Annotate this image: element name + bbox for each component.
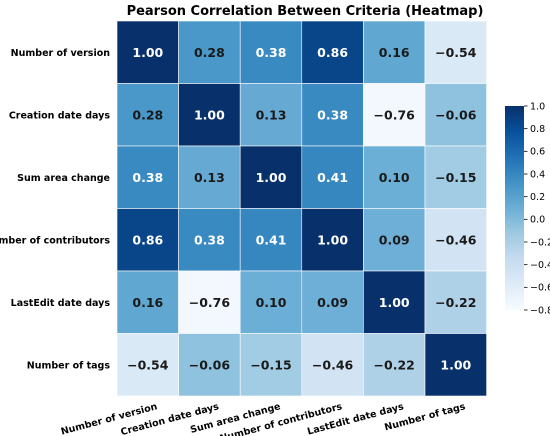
heatmap-cell [301,83,364,147]
cell-value-label: 1.00 [132,45,163,60]
heatmap-cell [239,208,303,272]
cell-value-label: −0.06 [189,357,231,372]
cell-value-label: 0.16 [379,45,410,60]
cell-value-label: 0.10 [379,170,410,185]
heatmap-cell [424,270,487,334]
cell-value-label: 0.38 [317,107,348,122]
heatmap-cell [301,270,364,334]
row-label: Creation date days [9,110,111,121]
cell-value-label: 1.00 [379,295,410,310]
colorbar-tick-label: 0.6 [530,147,545,158]
row-label: Number of tags [27,360,111,371]
cell-value-label: −0.54 [435,45,477,60]
row-labels: Number of version Creation date days Sum a… [0,48,110,372]
cell-value-label: 0.41 [317,170,348,185]
heatmap-cell [178,145,241,209]
heatmap-cell [363,208,426,272]
heatmap-cell [178,208,241,272]
cell-value-label: 0.86 [317,45,348,60]
heatmap-cell [424,20,487,84]
row-label: Sum area change [17,173,110,184]
cell-value-label: −0.76 [374,107,416,122]
colorbar-tick-label: 0.2 [530,192,545,203]
cell-value-label: −0.22 [374,357,415,372]
cell-value-label: −0.46 [435,232,477,247]
heatmap-cell [424,208,487,272]
heatmap-cell [424,145,487,209]
colorbar-gradient [505,106,524,310]
cell-value-label: 0.09 [379,232,410,247]
heatmap-cell [301,145,364,209]
chart-title: Pearson Correlation Between Criteria (He… [127,4,484,19]
heatmap-cell [301,208,364,272]
colorbar-tick-label: −0.4 [530,260,550,271]
heatmap-cell [301,333,364,397]
colorbar-tick-label: −0.2 [530,237,550,248]
heatmap-cell [239,145,303,209]
cell-value-label: 0.41 [256,232,287,247]
heatmap-cell [239,270,303,334]
heatmap-cells [116,20,487,397]
cell-value-label: −0.15 [250,357,291,372]
cell-value-label: 0.28 [194,45,225,60]
heatmap-cell [178,83,241,147]
cell-value-label: −0.54 [127,357,169,372]
heatmap-cell [116,270,179,334]
heatmap-cell [116,20,179,84]
colorbar-tick-label: −0.8 [530,305,550,316]
colorbar-tick-label: 1.0 [530,101,545,112]
cell-value-label: −0.46 [312,357,354,372]
heatmap-cell [239,20,303,84]
cell-value-label: −0.22 [435,295,476,310]
colorbar: 1.0 0.8 0.6 0.4 0.2 0.0 −0.2 −0.4 −0.6 −0.8 [505,101,550,316]
heatmap-cell [363,333,426,397]
cell-value-label: −0.76 [189,295,231,310]
heatmap-cell [178,20,241,84]
cell-value-label: 1.00 [194,107,225,122]
heatmap-cell [301,20,364,84]
cell-value-label: 1.00 [317,232,348,247]
cell-value-label: 0.13 [194,170,225,185]
row-label: LastEdit date days [11,298,111,309]
row-label: Number of contributors [0,235,110,246]
heatmap-cell [363,145,426,209]
heatmap-cell [424,333,487,397]
heatmap-cell [363,270,426,334]
colorbar-tick-label: −0.6 [530,283,550,294]
heatmap-cell [116,208,179,272]
heatmap-cell [363,20,426,84]
row-label: Number of version [11,48,111,59]
colorbar-tick-label: 0.0 [530,215,545,226]
cell-value-label: 1.00 [440,357,471,372]
cell-value-label: 1.00 [256,170,287,185]
cell-value-label: 0.10 [256,295,287,310]
heatmap-cell [116,145,179,209]
colorbar-ticks: 1.0 0.8 0.6 0.4 0.2 0.0 −0.2 −0.4 −0.6 −0.8 [524,101,550,316]
cell-value-label: 0.38 [194,232,225,247]
heatmap-cell [424,83,487,147]
cell-value-label: 0.38 [256,45,287,60]
cell-value-label: 0.38 [132,170,163,185]
cell-value-label: 0.13 [256,107,287,122]
cell-value-label: 0.09 [317,295,348,310]
cell-value-label: −0.06 [435,107,477,122]
heatmap-value-labels: 1.00 0.28 0.38 0.86 0.16 −0.54 0.28 1.00 0.13 0.3… [127,45,477,373]
colorbar-tick-label: 0.8 [530,124,545,135]
heatmap-cell [116,333,179,397]
cell-value-label: 0.86 [132,232,163,247]
cell-value-label: −0.15 [435,170,476,185]
cell-value-label: 0.28 [132,107,163,122]
cell-value-label: 0.16 [132,295,163,310]
colorbar-tick-label: 0.4 [530,169,545,180]
